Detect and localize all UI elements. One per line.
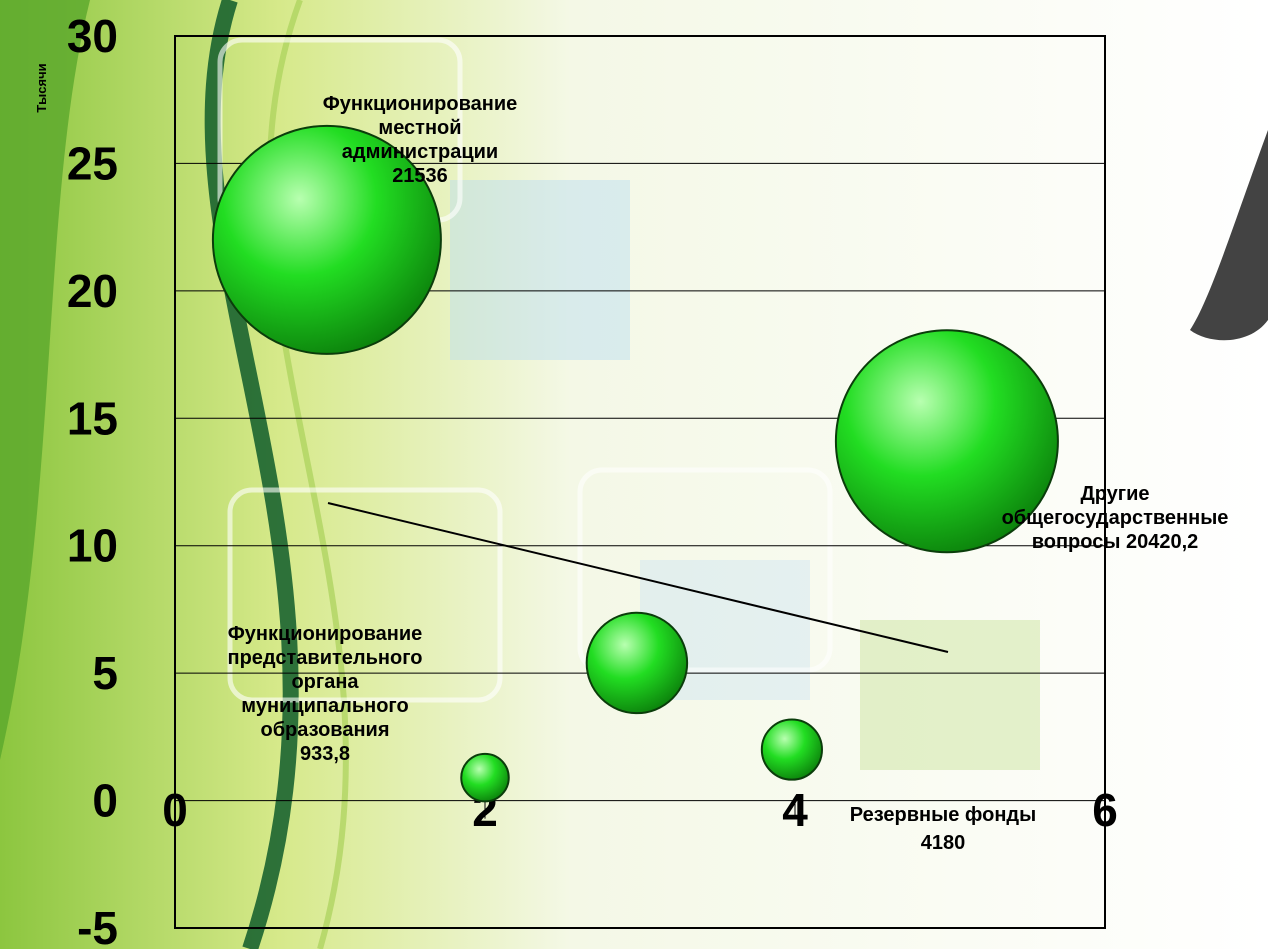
bubble-4 [834, 329, 1059, 554]
bubble-3 [760, 718, 823, 781]
data-labels-layer: Функционирование местной администрации 2153… [228, 93, 1229, 854]
bubbles-layer [211, 124, 1059, 803]
y-tick-label-0: -5 [77, 902, 118, 949]
y-tick-label-6: 25 [67, 137, 118, 189]
trend-line [327, 502, 949, 653]
y-axis-ticks: -5 0 5 10 15 20 25 30 [67, 10, 118, 949]
data-label-4: Другие общегосударственные вопросы 20420,2 [1002, 483, 1229, 553]
data-label-3: Резервные фонды 4180 [850, 804, 1036, 854]
bubble-2 [585, 611, 689, 715]
x-tick-label-0: 0 [162, 784, 188, 836]
y-tick-label-3: 10 [67, 520, 118, 572]
data-label-1: Функционирование представительного органа м… [228, 623, 423, 765]
data-label-0: Функционирование местной администрации 2153… [323, 93, 518, 187]
y-axis-label: Тысячи [34, 63, 49, 112]
y-tick-label-2: 5 [92, 647, 118, 699]
y-tick-label-4: 15 [67, 392, 118, 444]
plot-frame [174, 35, 1106, 929]
x-tick-label-3: 6 [1092, 784, 1118, 836]
bubble-0 [211, 124, 442, 355]
y-tick-label-7: 30 [67, 10, 118, 62]
y-tick-label-1: 0 [92, 775, 118, 827]
y-tick-label-5: 20 [67, 265, 118, 317]
bubble-1 [460, 752, 510, 803]
